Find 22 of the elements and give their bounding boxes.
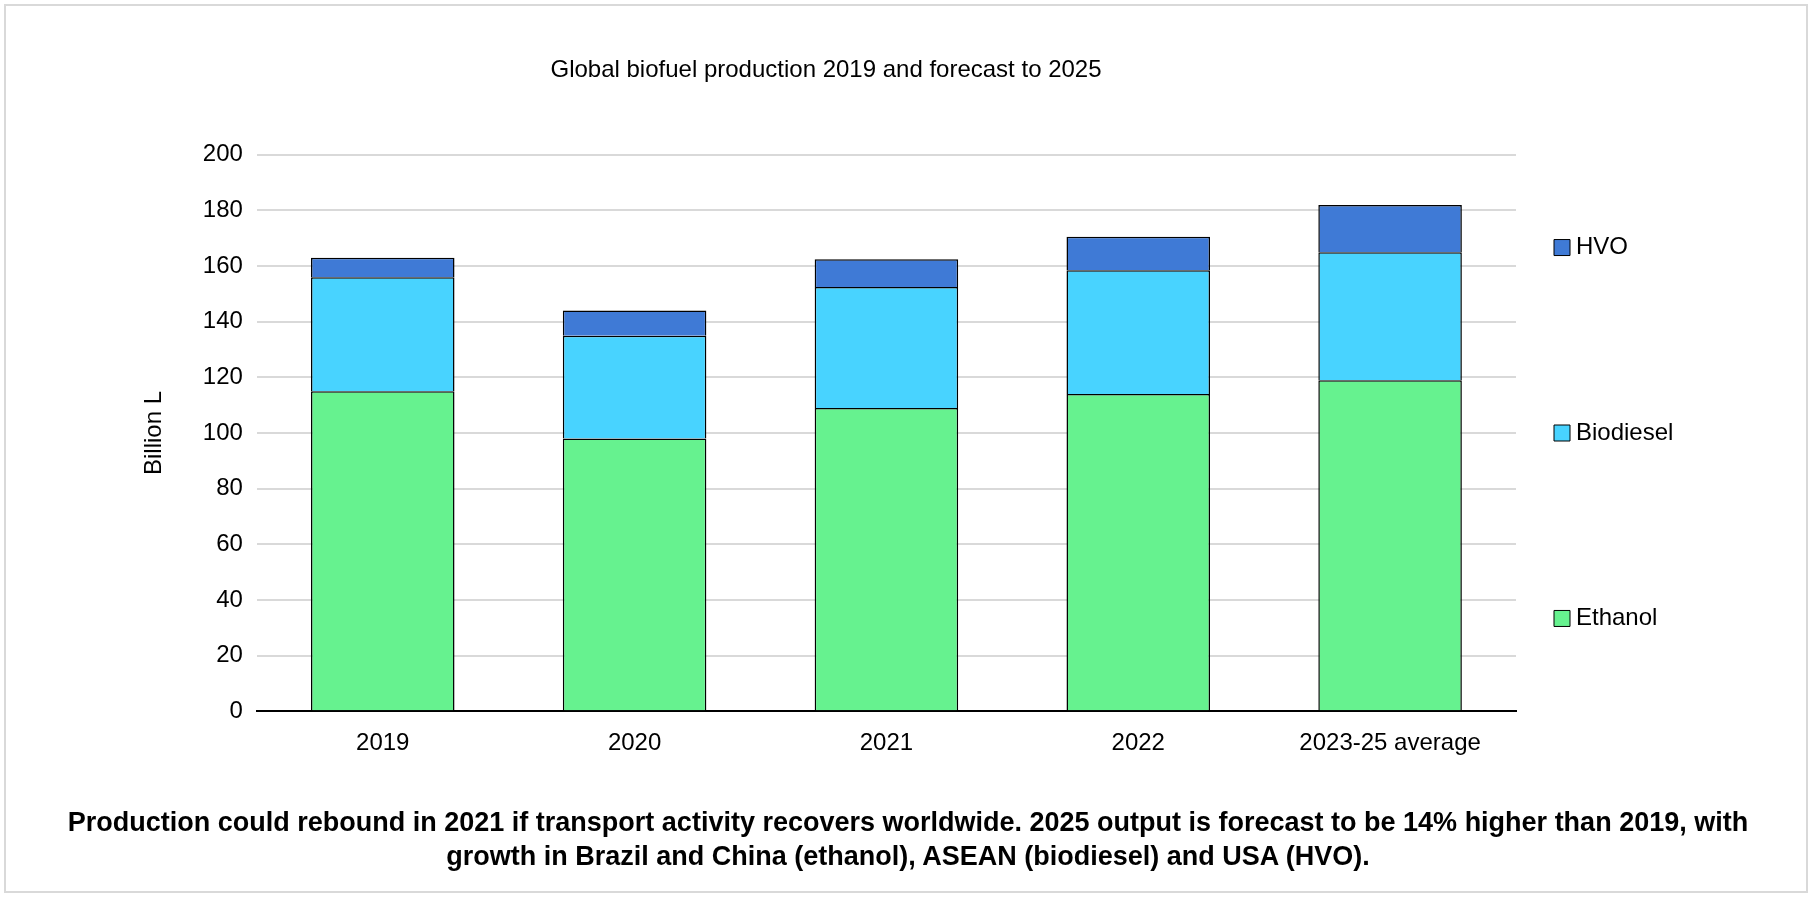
text: Production could rebound in 2021 if transport activity recovers worldwide. 2025 output is forecast to be 14% higher than 2019, with growth in Brazil and China (ethanol), ASEAN (biodiesel) and USA (HVO). xyxy=(66,806,1750,873)
y-tick-label: 100 xyxy=(202,417,243,445)
x-tick-label: 2021 xyxy=(859,728,914,756)
chart-title: Global biofuel production 2019 and forecast to 2025 xyxy=(550,55,1102,83)
y-tick-label: 40 xyxy=(216,584,243,612)
y-tick-label: 60 xyxy=(216,528,243,556)
x-tick-label: 2020 xyxy=(607,728,662,756)
x-tick-label: 2022 xyxy=(1111,728,1165,756)
legend-label: HVO xyxy=(1576,232,1629,260)
x-tick-label: 2023-25 average xyxy=(1299,728,1481,756)
y-tick-label: 180 xyxy=(202,195,243,223)
y-tick-label: 160 xyxy=(202,250,243,278)
y-tick-label: 0 xyxy=(229,695,243,723)
y-tick-label: 80 xyxy=(216,473,243,501)
y-tick-label: 140 xyxy=(202,306,243,334)
y-tick-label: 120 xyxy=(202,361,243,389)
x-tick-label: 2019 xyxy=(356,728,410,756)
legend-label: Biodiesel xyxy=(1576,417,1674,445)
y-tick-label: 20 xyxy=(216,640,243,668)
y-tick-label: 200 xyxy=(202,139,243,167)
legend-label: Ethanol xyxy=(1576,603,1658,631)
y-axis-title: Billion L xyxy=(139,390,167,476)
